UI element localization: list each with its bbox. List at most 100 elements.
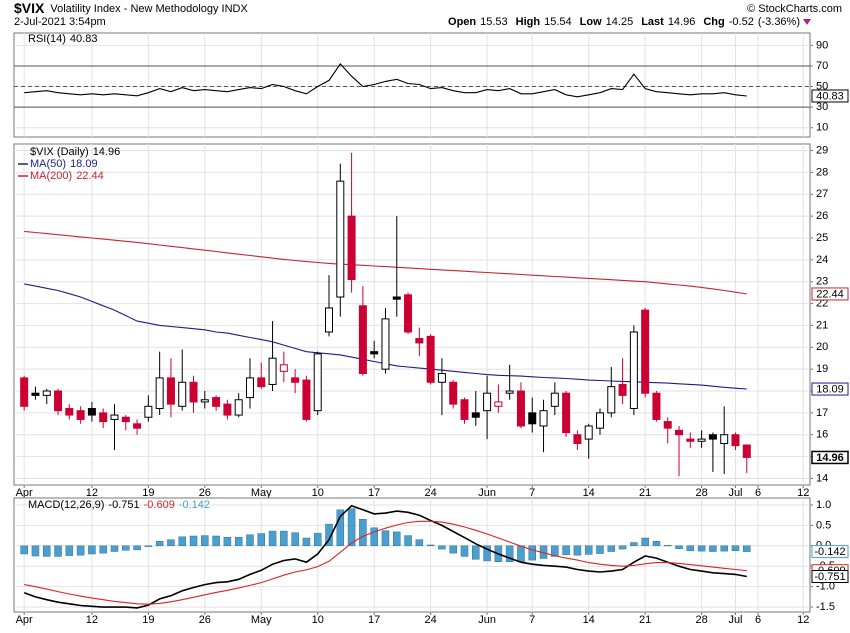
y-tick-label: 0.5: [816, 519, 831, 531]
y-tick-label: 16: [816, 429, 828, 441]
quote-value: 15.54: [544, 16, 572, 28]
candle-body: [437, 373, 446, 383]
symbol-name: Volatility Index - New Methodology INDX: [50, 3, 248, 15]
histogram-bar: [76, 545, 85, 556]
value-tag: [811, 450, 849, 465]
x-tick-label: Jul: [728, 614, 742, 626]
quote-value: 14.25: [606, 16, 634, 28]
candle-body: [618, 383, 627, 396]
candle-body: [607, 386, 616, 414]
y-tick-label: 30: [816, 101, 828, 113]
x-tick-label: 6: [755, 487, 761, 499]
histogram-bar: [618, 545, 627, 550]
histogram-bar: [720, 545, 728, 552]
x-tick-label: 6: [755, 614, 761, 626]
histogram-bar: [359, 518, 367, 547]
header-date: 2-Jul-2021 3:54pm: [14, 16, 106, 28]
y-tick-label: 29: [816, 144, 828, 156]
symbol: $VIX: [14, 0, 45, 16]
candle-body: [257, 377, 266, 388]
candle-body: [347, 215, 356, 281]
candle-body: [686, 438, 695, 442]
histogram-bar: [155, 541, 164, 547]
histogram-bar: [675, 545, 683, 549]
histogram-bar: [562, 545, 570, 556]
x-tick-label: 28: [695, 487, 707, 499]
quote-value: 14.96: [668, 16, 696, 28]
candle-body: [742, 444, 751, 458]
histogram-bar: [234, 536, 243, 547]
histogram-bar: [325, 523, 333, 547]
candle-body: [223, 403, 232, 416]
histogram-bar: [449, 545, 457, 554]
candle-body: [358, 305, 367, 375]
quote-line: Open 15.53 High 15.54 Low 14.25 Last 14.96 Chg -0…: [448, 16, 800, 28]
down-arrow: [803, 19, 811, 25]
histogram-bar: [517, 545, 525, 562]
legend-text: 22.44: [76, 170, 104, 182]
candle-body: [426, 335, 435, 383]
candle-body: [505, 390, 514, 394]
histogram-bar: [223, 536, 232, 547]
histogram-bar: [731, 545, 740, 551]
histogram-bar: [663, 545, 672, 547]
x-tick-label: 24: [425, 487, 437, 499]
histogram-bar: [65, 545, 74, 556]
legend-entry: MA(50) 18.09: [30, 158, 98, 170]
y-tick-label: 1.0: [816, 499, 831, 511]
x-tick-label: 21: [639, 487, 651, 499]
y-tick-label: -1.0: [816, 581, 835, 593]
legend-entry: MACD(12,26,9) -0.751 -0.609 -0.142: [28, 499, 210, 511]
histogram-bar: [42, 545, 51, 557]
candle-body: [708, 434, 717, 440]
legend-text: 18.09: [70, 158, 98, 170]
y-tick-label: 21: [816, 319, 828, 331]
histogram-bar: [302, 537, 311, 547]
histogram-bar: [189, 535, 198, 547]
value-tag-label: -0.751: [814, 571, 845, 583]
candle-body: [415, 338, 424, 344]
candle-body: [155, 377, 164, 409]
histogram-bar: [291, 532, 299, 547]
x-tick-label: 12: [797, 487, 809, 499]
candle-body: [381, 318, 390, 370]
panel-frame: [13, 497, 811, 613]
histogram-bar: [110, 545, 119, 552]
value-tag-label: 18.09: [816, 383, 844, 395]
y-tick-label: 28: [816, 166, 828, 178]
histogram-bar: [426, 544, 435, 547]
x-tick-label: 26: [199, 614, 211, 626]
histogram-bar: [88, 545, 96, 555]
value-tag: [811, 382, 849, 396]
legend-text: MACD(12,26,9): [28, 499, 104, 511]
x-tick-label: 12: [797, 614, 809, 626]
candle-body: [99, 412, 108, 423]
histogram-bar: [415, 539, 424, 547]
legend-text: -0.751: [108, 499, 139, 511]
candle-body: [110, 414, 119, 420]
x-tick-label: 10: [312, 487, 324, 499]
candle-body: [652, 392, 661, 420]
candle-body: [483, 392, 492, 412]
candle-body: [313, 353, 322, 412]
histogram-bar: [370, 527, 378, 547]
candle-body: [31, 392, 40, 396]
candle-body: [629, 331, 638, 409]
histogram-bar: [472, 545, 480, 560]
histogram-bar: [438, 545, 446, 550]
x-tick-label: 12: [86, 487, 98, 499]
candle-body: [302, 379, 311, 420]
candle-body: [641, 309, 650, 394]
value-tag: [811, 89, 849, 103]
histogram-bar: [20, 545, 28, 555]
x-tick-label: 7: [529, 487, 535, 499]
value-tag-label: 14.96: [816, 452, 844, 464]
histogram-bar: [178, 536, 186, 547]
histogram-bar: [607, 545, 616, 552]
candle-body: [121, 416, 130, 423]
panel-frame: [13, 32, 811, 138]
y-tick-label: 27: [816, 188, 828, 200]
histogram-bar: [246, 534, 254, 547]
legend-entry: RSI(14) 40.83: [28, 33, 97, 45]
